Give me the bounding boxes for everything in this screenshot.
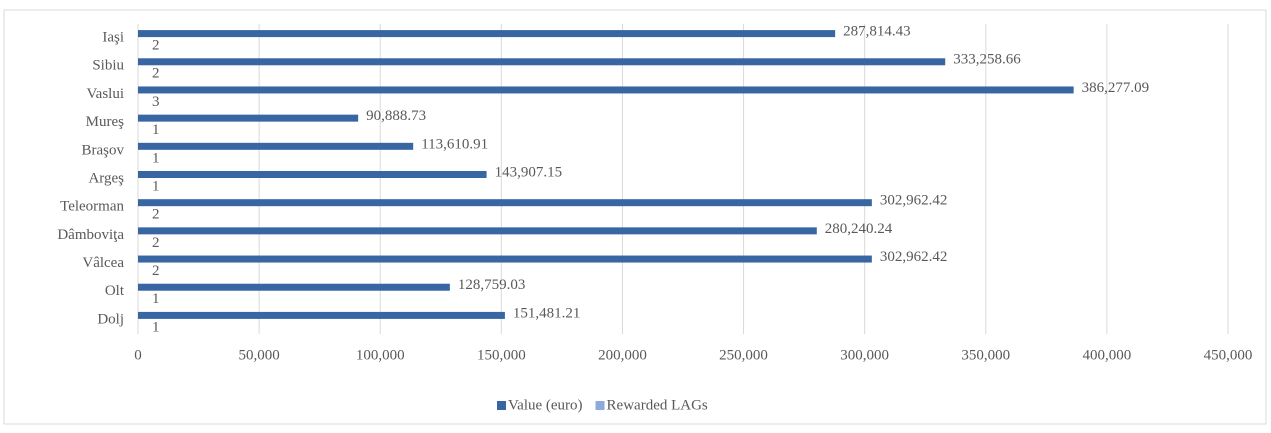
y-tick-label: Braşov [82, 142, 125, 158]
data-label: 90,888.73 [366, 108, 426, 124]
data-label: 2 [152, 263, 160, 279]
bar [138, 143, 413, 150]
bar [138, 256, 872, 263]
x-tick-label: 300,000 [840, 347, 889, 363]
data-label: 3 [152, 94, 160, 110]
bar [138, 115, 358, 122]
bar [138, 86, 1074, 93]
data-label: 1 [152, 291, 160, 307]
data-label: 128,759.03 [458, 277, 526, 293]
bar [138, 227, 817, 234]
y-tick-label: Iaşi [102, 30, 124, 46]
data-label: 151,481.21 [513, 305, 581, 321]
y-tick-label: Vâlcea [82, 255, 124, 271]
x-tick-label: 0 [134, 347, 142, 363]
data-label: 1 [152, 178, 160, 194]
x-tick-label: 450,000 [1204, 347, 1253, 363]
y-tick-label: Argeş [88, 170, 124, 186]
data-label: 113,610.91 [421, 136, 488, 152]
x-tick-label: 400,000 [1083, 347, 1132, 363]
data-label: 302,962.42 [880, 193, 948, 209]
data-label: 143,907.15 [495, 164, 562, 180]
x-tick-label: 100,000 [356, 347, 405, 363]
legend-swatch [596, 401, 605, 410]
data-label: 2 [152, 207, 160, 223]
y-tick-label: Sibiu [92, 58, 124, 74]
bar [138, 199, 872, 206]
bar [138, 284, 450, 291]
y-tick-label: Vaslui [87, 86, 125, 102]
x-tick-label: 200,000 [598, 347, 647, 363]
bar [138, 30, 835, 37]
bar [138, 58, 945, 65]
data-label: 287,814.43 [843, 24, 911, 40]
bar [138, 171, 487, 178]
data-label: 1 [152, 150, 160, 166]
legend-label: Rewarded LAGs [607, 397, 708, 413]
x-tick-label: 150,000 [477, 347, 526, 363]
data-label: 302,962.42 [880, 249, 948, 265]
y-tick-label: Dâmboviţa [57, 227, 124, 243]
y-tick-label: Olt [105, 283, 125, 299]
data-label: 386,277.09 [1082, 80, 1150, 96]
y-tick-label: Dolj [97, 311, 124, 327]
data-label: 280,240.24 [825, 221, 893, 237]
legend-label: Value (euro) [508, 397, 583, 413]
legend-swatch [497, 401, 506, 410]
x-tick-label: 250,000 [719, 347, 768, 363]
data-label: 333,258.66 [953, 52, 1021, 68]
data-label: 1 [152, 122, 160, 138]
y-tick-label: Mureş [86, 114, 124, 130]
bar [138, 312, 505, 319]
data-label: 2 [152, 235, 160, 251]
x-tick-label: 350,000 [961, 347, 1010, 363]
data-label: 1 [152, 319, 160, 335]
data-label: 2 [152, 38, 160, 54]
x-tick-label: 50,000 [238, 347, 279, 363]
data-label: 2 [152, 66, 160, 82]
y-tick-label: Teleorman [60, 199, 124, 215]
